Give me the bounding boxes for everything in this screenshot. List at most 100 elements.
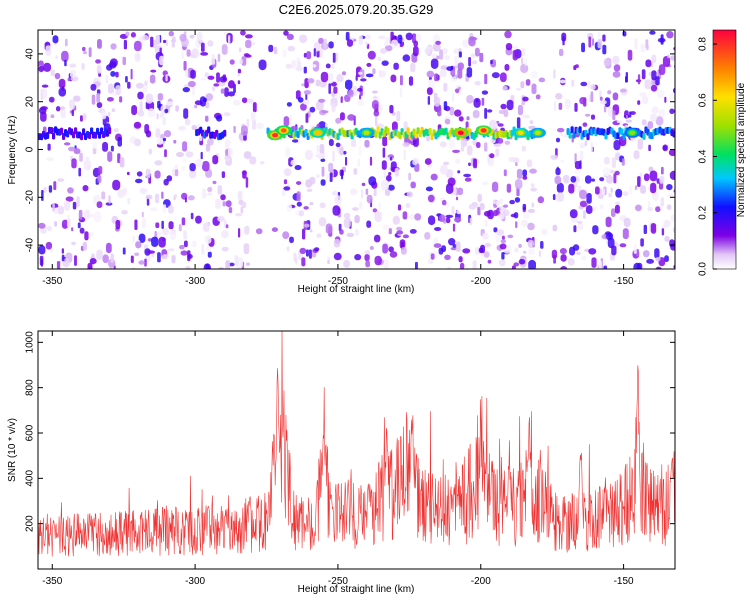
spectrogram-cell: [493, 143, 502, 148]
spectrogram-cell: [333, 86, 338, 94]
spectrogram-cell: [396, 111, 401, 122]
spectrogram-band-cell: [223, 129, 227, 137]
spectrogram-cell: [73, 95, 81, 102]
spectrogram-cell: [184, 197, 187, 203]
spectrogram-band-cell: [616, 132, 620, 140]
spectrogram-cell: [513, 212, 519, 219]
spectrogram-cell: [574, 153, 577, 164]
spectrogram-cell: [155, 222, 160, 229]
spectrogram-cell: [132, 236, 135, 243]
x-tick-label: -200: [471, 276, 491, 287]
spectrogram-cell: [244, 225, 250, 235]
spectrogram-cell: [383, 259, 389, 269]
spectrogram-cell: [621, 158, 625, 166]
spectrogram-cell: [541, 228, 548, 236]
chart-title: C2E6.2025.079.20.35.G29: [279, 2, 434, 17]
spectrogram-cell: [291, 59, 296, 69]
spectrogram-cell: [464, 177, 472, 182]
spectrogram-cell: [123, 39, 127, 50]
spectrogram-cell: [452, 223, 456, 232]
spectrogram-cell: [384, 36, 391, 46]
spectrogram-cell: [159, 55, 165, 66]
spectrogram-cell: [243, 53, 250, 57]
spectrogram-cell: [181, 166, 186, 171]
spectrogram-cell: [352, 207, 359, 211]
spectrogram-cell: [392, 215, 400, 225]
spectrogram-band-cell: [444, 127, 448, 135]
spectrogram-cell: [451, 76, 457, 82]
spectrogram-cell: [603, 105, 607, 113]
spectrogram-cell: [359, 145, 362, 156]
y-tick-label: 400: [25, 470, 36, 487]
spectrogram-cell: [595, 186, 600, 195]
spectrogram-cell: [328, 41, 334, 49]
spectrogram-cell: [503, 109, 509, 118]
spectrogram-cell: [302, 99, 310, 105]
spectrogram-cell: [258, 59, 267, 71]
spectrogram-cell: [207, 251, 212, 258]
spectrogram-cell: [200, 77, 207, 81]
spectrogram-cell: [167, 248, 175, 252]
spectrogram-cell: [599, 260, 602, 269]
spectrogram-cell: [556, 127, 565, 133]
spectrogram-cell: [564, 98, 571, 109]
spectrogram-cell: [483, 251, 490, 258]
spectrogram-cell: [216, 115, 223, 122]
spectrogram-cell: [357, 158, 360, 167]
spectrogram-cell: [614, 170, 620, 176]
spectrogram-cell: [228, 207, 233, 214]
spectrogram-cell: [489, 153, 495, 159]
spectrogram-cell: [599, 177, 605, 182]
spectrogram-cell: [134, 252, 140, 256]
spectrogram-cell: [477, 268, 480, 269]
spectrogram-cell: [384, 189, 391, 196]
spectrogram-cell: [54, 221, 57, 227]
spectrogram-cell: [67, 77, 71, 82]
spectrogram-cell: [528, 248, 536, 256]
spectrogram-cell: [369, 156, 373, 166]
spectrogram-cell: [115, 85, 121, 96]
spectrogram-cell: [655, 257, 661, 262]
spectrogram-cell: [285, 63, 292, 69]
spectrogram-cell: [373, 186, 377, 197]
spectrogram-cell: [625, 119, 633, 123]
spectrogram-cell: [592, 38, 595, 46]
spectrogram-cell: [136, 171, 143, 177]
spectrogram-cell: [501, 252, 505, 260]
spectrogram-cell: [290, 159, 297, 166]
spectrogram-cell: [228, 35, 231, 44]
spectrogram-cell: [378, 35, 386, 40]
spectrogram-cell: [619, 243, 627, 248]
spectrogram-cell: [353, 168, 358, 175]
spectrogram-cell: [316, 50, 320, 58]
spectrogram-cell: [95, 59, 101, 64]
spectrogram-cell: [667, 54, 670, 59]
spectrogram-cell: [233, 125, 236, 133]
spectrogram-cell: [524, 57, 528, 66]
spectrogram-cell: [673, 46, 675, 51]
spectrogram-cell: [490, 59, 493, 65]
spectrogram-cell: [591, 114, 595, 120]
spectrogram-cell: [96, 65, 102, 74]
spectrogram-band-cell: [622, 133, 626, 141]
spectrogram-cell: [554, 175, 562, 185]
spectrogram-cell: [472, 60, 478, 65]
spectrogram-cell: [40, 111, 47, 122]
spectrogram-cell: [607, 237, 615, 249]
spectrogram-cell: [325, 122, 329, 128]
spectrogram-cell: [92, 142, 98, 149]
spectrogram-cell: [200, 151, 203, 160]
spectrogram-hotspot: [457, 130, 464, 135]
spectrogram-cell: [89, 258, 97, 265]
spectrogram-cell: [122, 187, 127, 197]
spectrogram-cell: [41, 84, 49, 88]
spectrogram-cell: [656, 89, 665, 99]
spectrogram-cell: [612, 55, 620, 65]
spectrogram-cell: [642, 250, 650, 258]
spectrogram-cell: [79, 227, 85, 234]
spectrogram-cell: [666, 204, 672, 210]
spectrogram-hotspot: [280, 128, 287, 133]
spectrogram-cell: [241, 97, 248, 104]
spectrogram-cell: [131, 105, 137, 116]
spectrogram-cell: [430, 58, 439, 69]
